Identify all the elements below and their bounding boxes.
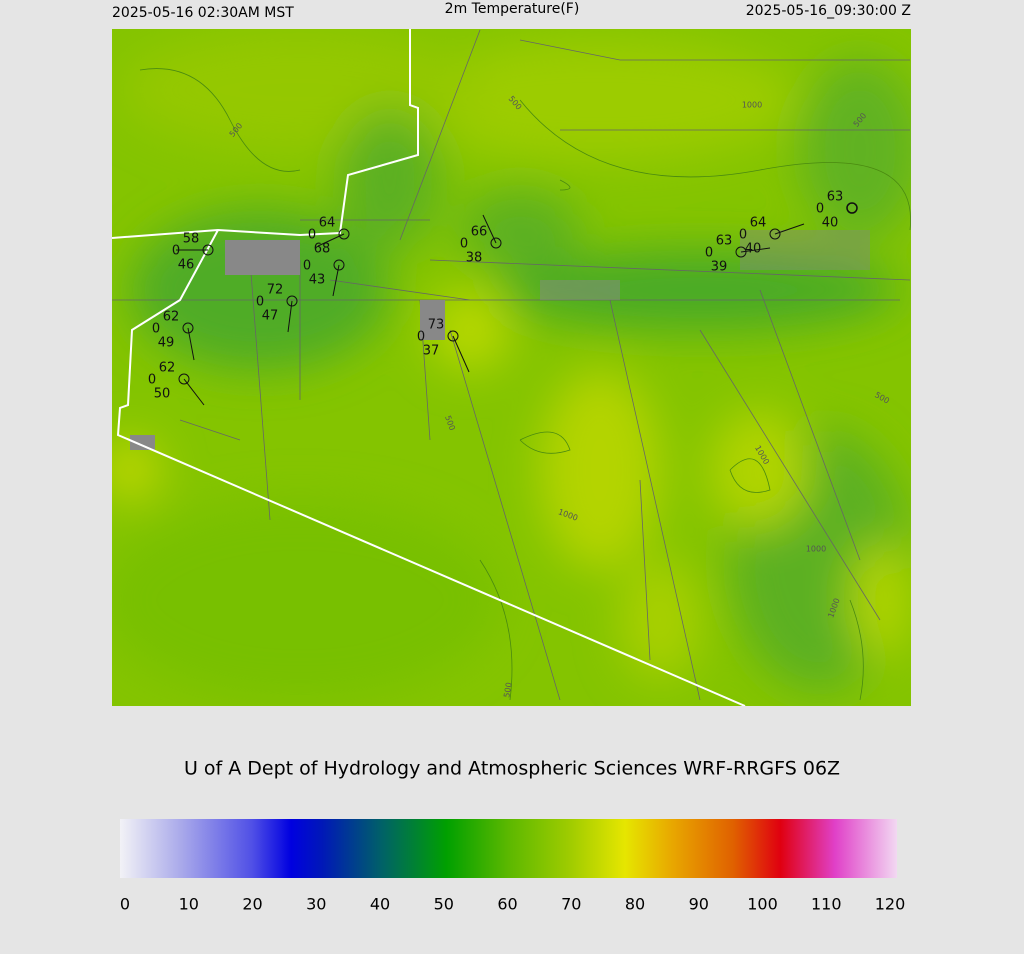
wind-speed: 0 xyxy=(256,295,264,310)
dewpoint: 40 xyxy=(745,242,762,257)
wind-speed: 0 xyxy=(148,373,156,388)
colorbar-tick-label: 0 xyxy=(120,895,130,914)
station-plots: 5804664068043720476204962050730376603863… xyxy=(148,190,858,406)
station-circle xyxy=(182,322,194,334)
wind-speed: 0 xyxy=(417,330,425,345)
colorbar-tick-label: 30 xyxy=(306,895,326,914)
colorbar-tick-label: 70 xyxy=(561,895,581,914)
wind-barb xyxy=(452,335,470,373)
temperature: 72 xyxy=(267,283,284,298)
dewpoint: 47 xyxy=(262,309,279,324)
temperature: 63 xyxy=(827,190,844,205)
dewpoint: 68 xyxy=(314,242,331,257)
dewpoint: 37 xyxy=(423,344,440,359)
wind-speed: 0 xyxy=(152,322,160,337)
wind-speed: 0 xyxy=(705,246,713,261)
dewpoint: 38 xyxy=(466,251,483,266)
credit: U of A Dept of Hydrology and Atmospheric… xyxy=(184,758,840,780)
temperature: 64 xyxy=(750,216,767,231)
contour-label: 1000 xyxy=(806,545,826,554)
dewpoint: 43 xyxy=(309,273,326,288)
wind-speed: 0 xyxy=(460,237,468,252)
wind-barb xyxy=(187,327,195,361)
wind-speed: 0 xyxy=(816,202,824,217)
temperature: 62 xyxy=(159,361,176,376)
colorbar-tick-label: 40 xyxy=(370,895,390,914)
temperature: 58 xyxy=(183,232,200,247)
colorbar-tick-label: 120 xyxy=(875,895,906,914)
dewpoint: 49 xyxy=(158,336,175,351)
colorbar-tick-label: 20 xyxy=(242,895,262,914)
wind-speed: 0 xyxy=(739,228,747,243)
contour-label: 1000 xyxy=(742,101,762,110)
dewpoint: 40 xyxy=(822,216,839,231)
wind-speed: 0 xyxy=(308,228,316,243)
temperature: 73 xyxy=(428,318,445,333)
station-circle xyxy=(846,202,858,214)
wind-speed: 0 xyxy=(303,259,311,274)
station-circle xyxy=(333,259,345,271)
wind-barb xyxy=(774,223,805,235)
wind-barb xyxy=(317,233,345,247)
colorbar-tick-label: 90 xyxy=(689,895,709,914)
colorbar-tick-label: 110 xyxy=(811,895,842,914)
temperature: 66 xyxy=(471,225,488,240)
colorbar-tick-label: 100 xyxy=(747,895,778,914)
wind-barb xyxy=(332,264,340,297)
local-time: 2025-05-16 02:30AM MST xyxy=(112,5,294,21)
temperature: 63 xyxy=(716,234,733,249)
wind-barb xyxy=(287,300,293,333)
colorbar-tick-label: 80 xyxy=(625,895,645,914)
temperature: 62 xyxy=(163,310,180,325)
station-circle xyxy=(338,228,350,240)
colorbar-tick-label: 60 xyxy=(497,895,517,914)
temperature: 64 xyxy=(319,216,336,231)
contour-label: 500 xyxy=(502,682,514,699)
station-circle xyxy=(286,295,298,307)
utc-time: 2025-05-16_09:30:00 Z xyxy=(746,3,911,19)
wind-barb xyxy=(183,378,205,406)
map xyxy=(112,29,911,706)
station-circle xyxy=(735,246,747,258)
wind-barb xyxy=(740,247,771,253)
station-circle xyxy=(447,330,459,342)
dewpoint: 50 xyxy=(154,387,171,402)
station-circle xyxy=(178,373,190,385)
colorbar xyxy=(120,819,897,878)
wind-barb xyxy=(482,214,497,244)
station-circle xyxy=(769,228,781,240)
dewpoint: 46 xyxy=(178,258,195,273)
title: 2m Temperature(F) xyxy=(445,1,580,17)
colorbar-tick-label: 50 xyxy=(434,895,454,914)
wind-speed: 0 xyxy=(172,244,180,259)
dewpoint: 39 xyxy=(711,260,728,275)
station-circle xyxy=(490,237,502,249)
colorbar-tick-label: 10 xyxy=(179,895,199,914)
